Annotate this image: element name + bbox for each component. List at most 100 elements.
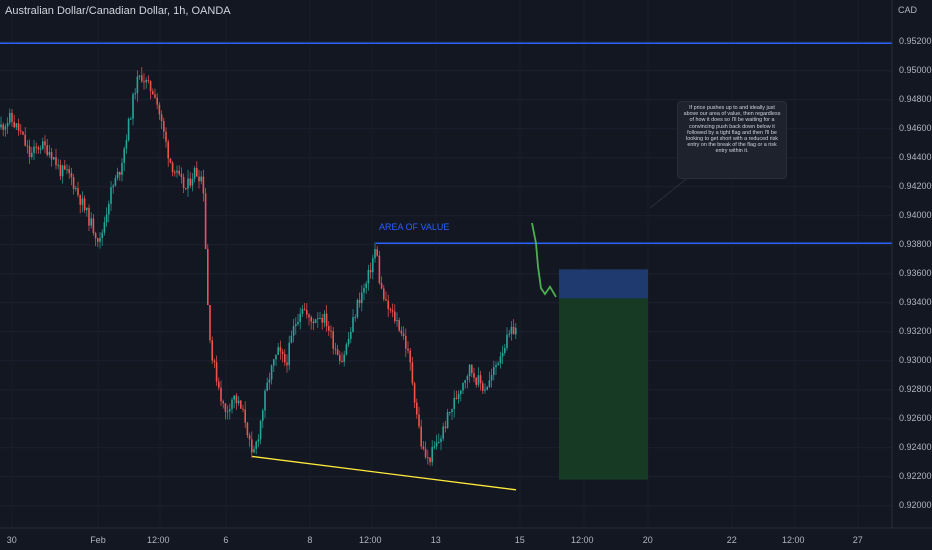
stop-loss-zone bbox=[559, 269, 648, 299]
candle-body bbox=[240, 400, 242, 409]
time-tick-label: 6 bbox=[223, 535, 229, 545]
price-tick-label: 0.94600 bbox=[899, 122, 932, 133]
candle-body bbox=[200, 176, 202, 182]
candle-body bbox=[123, 148, 125, 163]
candle-body bbox=[112, 185, 114, 188]
candle-body bbox=[405, 335, 407, 349]
candle-body bbox=[508, 333, 510, 335]
candle-body bbox=[501, 352, 504, 357]
candle-body bbox=[290, 335, 293, 343]
candle-body bbox=[363, 287, 365, 293]
candle-body bbox=[497, 363, 499, 366]
candle-body bbox=[196, 167, 198, 177]
candle-body bbox=[20, 130, 22, 132]
drawing-layer bbox=[0, 42, 892, 491]
candle-body bbox=[323, 313, 326, 323]
candle-body bbox=[233, 395, 235, 400]
candle-body bbox=[163, 121, 165, 132]
candle-body bbox=[328, 326, 330, 331]
candle-body bbox=[242, 408, 244, 410]
candle-body bbox=[341, 360, 343, 362]
candle-body bbox=[264, 390, 266, 411]
candle-body bbox=[9, 112, 11, 123]
candle-body bbox=[92, 218, 95, 234]
candle-body bbox=[189, 178, 191, 186]
candle-body bbox=[429, 457, 431, 463]
candle-body bbox=[125, 140, 128, 149]
candle-body bbox=[314, 319, 317, 324]
candle-body bbox=[55, 157, 57, 166]
candle-body bbox=[457, 393, 460, 399]
candle-body bbox=[389, 308, 392, 311]
candle-body bbox=[215, 362, 218, 382]
candle-body bbox=[301, 309, 304, 314]
candle-body bbox=[279, 347, 282, 352]
candle-body bbox=[134, 93, 136, 95]
price-tick-label: 0.95000 bbox=[899, 64, 932, 75]
price-tick-label: 0.92200 bbox=[899, 470, 932, 481]
candle-body bbox=[72, 177, 75, 189]
candle-body bbox=[171, 162, 174, 173]
candle-body bbox=[86, 207, 88, 211]
candle-body bbox=[35, 146, 37, 148]
candle-body bbox=[31, 152, 33, 157]
candle-body bbox=[413, 383, 416, 403]
candle-body bbox=[358, 300, 361, 304]
price-tick-label: 0.93400 bbox=[899, 296, 932, 307]
candle-body bbox=[77, 188, 79, 196]
candle-body bbox=[66, 169, 68, 171]
candle-body bbox=[152, 91, 154, 95]
candle-body bbox=[42, 141, 44, 149]
candle-body bbox=[418, 414, 420, 427]
candle-body bbox=[312, 321, 315, 324]
price-tick-label: 0.94000 bbox=[899, 209, 932, 220]
candle-body bbox=[468, 364, 471, 377]
candle-body bbox=[369, 269, 372, 273]
candle-body bbox=[391, 310, 394, 312]
candle-body bbox=[424, 448, 427, 458]
candle-body bbox=[292, 326, 295, 336]
candle-body bbox=[13, 121, 15, 128]
candle-body bbox=[394, 311, 396, 322]
candle-body bbox=[64, 165, 66, 170]
candle-body bbox=[2, 124, 4, 130]
price-tick-label: 0.94200 bbox=[899, 180, 932, 191]
candle-body bbox=[427, 457, 429, 459]
candle-body bbox=[325, 313, 328, 327]
candle-body bbox=[114, 178, 117, 186]
candle-body bbox=[490, 375, 493, 381]
candle-body bbox=[174, 172, 176, 174]
candle-body bbox=[270, 365, 273, 380]
candle-body bbox=[226, 411, 229, 413]
candle-body bbox=[169, 158, 172, 163]
candle-body bbox=[396, 320, 398, 322]
time-tick-label: 27 bbox=[852, 535, 863, 545]
candle-body bbox=[350, 331, 352, 339]
candle-body bbox=[257, 439, 260, 442]
analysis-note[interactable]: If price pushes up to and ideally just a… bbox=[677, 101, 787, 179]
candle-body bbox=[385, 299, 387, 301]
candle-body bbox=[506, 334, 508, 348]
candle-body bbox=[79, 195, 81, 205]
candle-body bbox=[156, 97, 158, 105]
candle-body bbox=[449, 411, 451, 413]
price-tick-label: 0.95200 bbox=[899, 35, 932, 46]
candle-body bbox=[253, 448, 255, 453]
candle-body bbox=[198, 176, 200, 182]
candle-body bbox=[286, 362, 288, 366]
symbol-title[interactable]: Australian Dollar/Canadian Dollar, 1h, O… bbox=[5, 5, 231, 17]
candle-body bbox=[176, 170, 178, 173]
candle-body bbox=[59, 164, 62, 177]
candle-body bbox=[0, 124, 2, 128]
candle-body bbox=[361, 292, 363, 304]
candle-body bbox=[451, 409, 453, 412]
candle-body bbox=[160, 114, 163, 122]
candle-body bbox=[464, 380, 466, 384]
candle-body bbox=[356, 300, 359, 318]
candle-body bbox=[83, 198, 86, 211]
candle-body bbox=[281, 351, 284, 355]
candle-body bbox=[495, 365, 497, 368]
candle-body bbox=[53, 157, 55, 160]
candle-body bbox=[435, 442, 438, 447]
